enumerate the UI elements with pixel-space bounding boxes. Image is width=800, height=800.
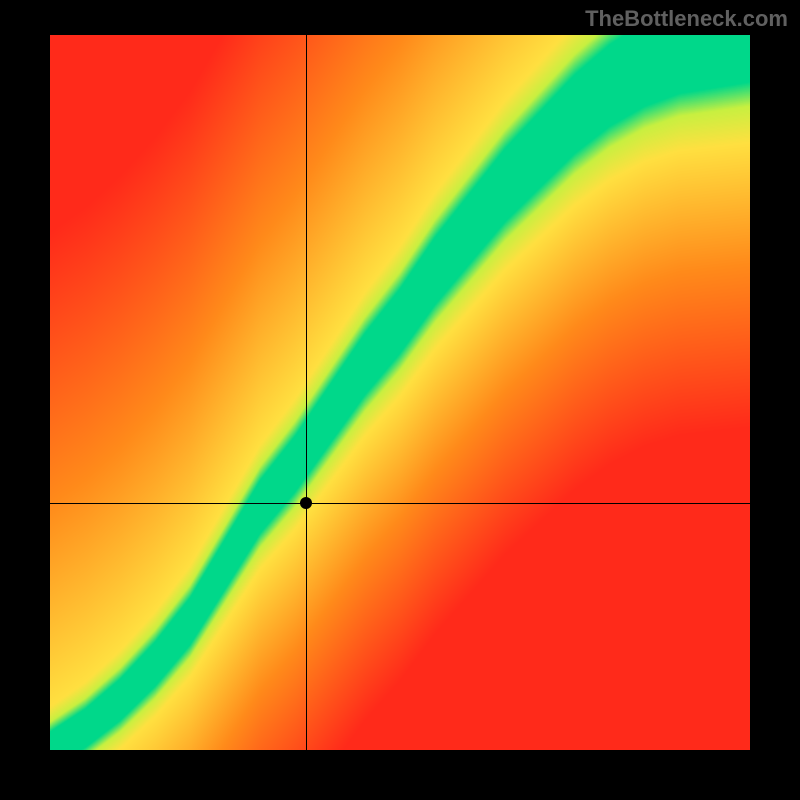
watermark-text: TheBottleneck.com: [585, 6, 788, 32]
crosshair-vertical: [306, 35, 307, 750]
heatmap-canvas: [50, 35, 750, 750]
heatmap-plot: [50, 35, 750, 750]
crosshair-horizontal: [50, 503, 750, 504]
target-point: [300, 497, 312, 509]
